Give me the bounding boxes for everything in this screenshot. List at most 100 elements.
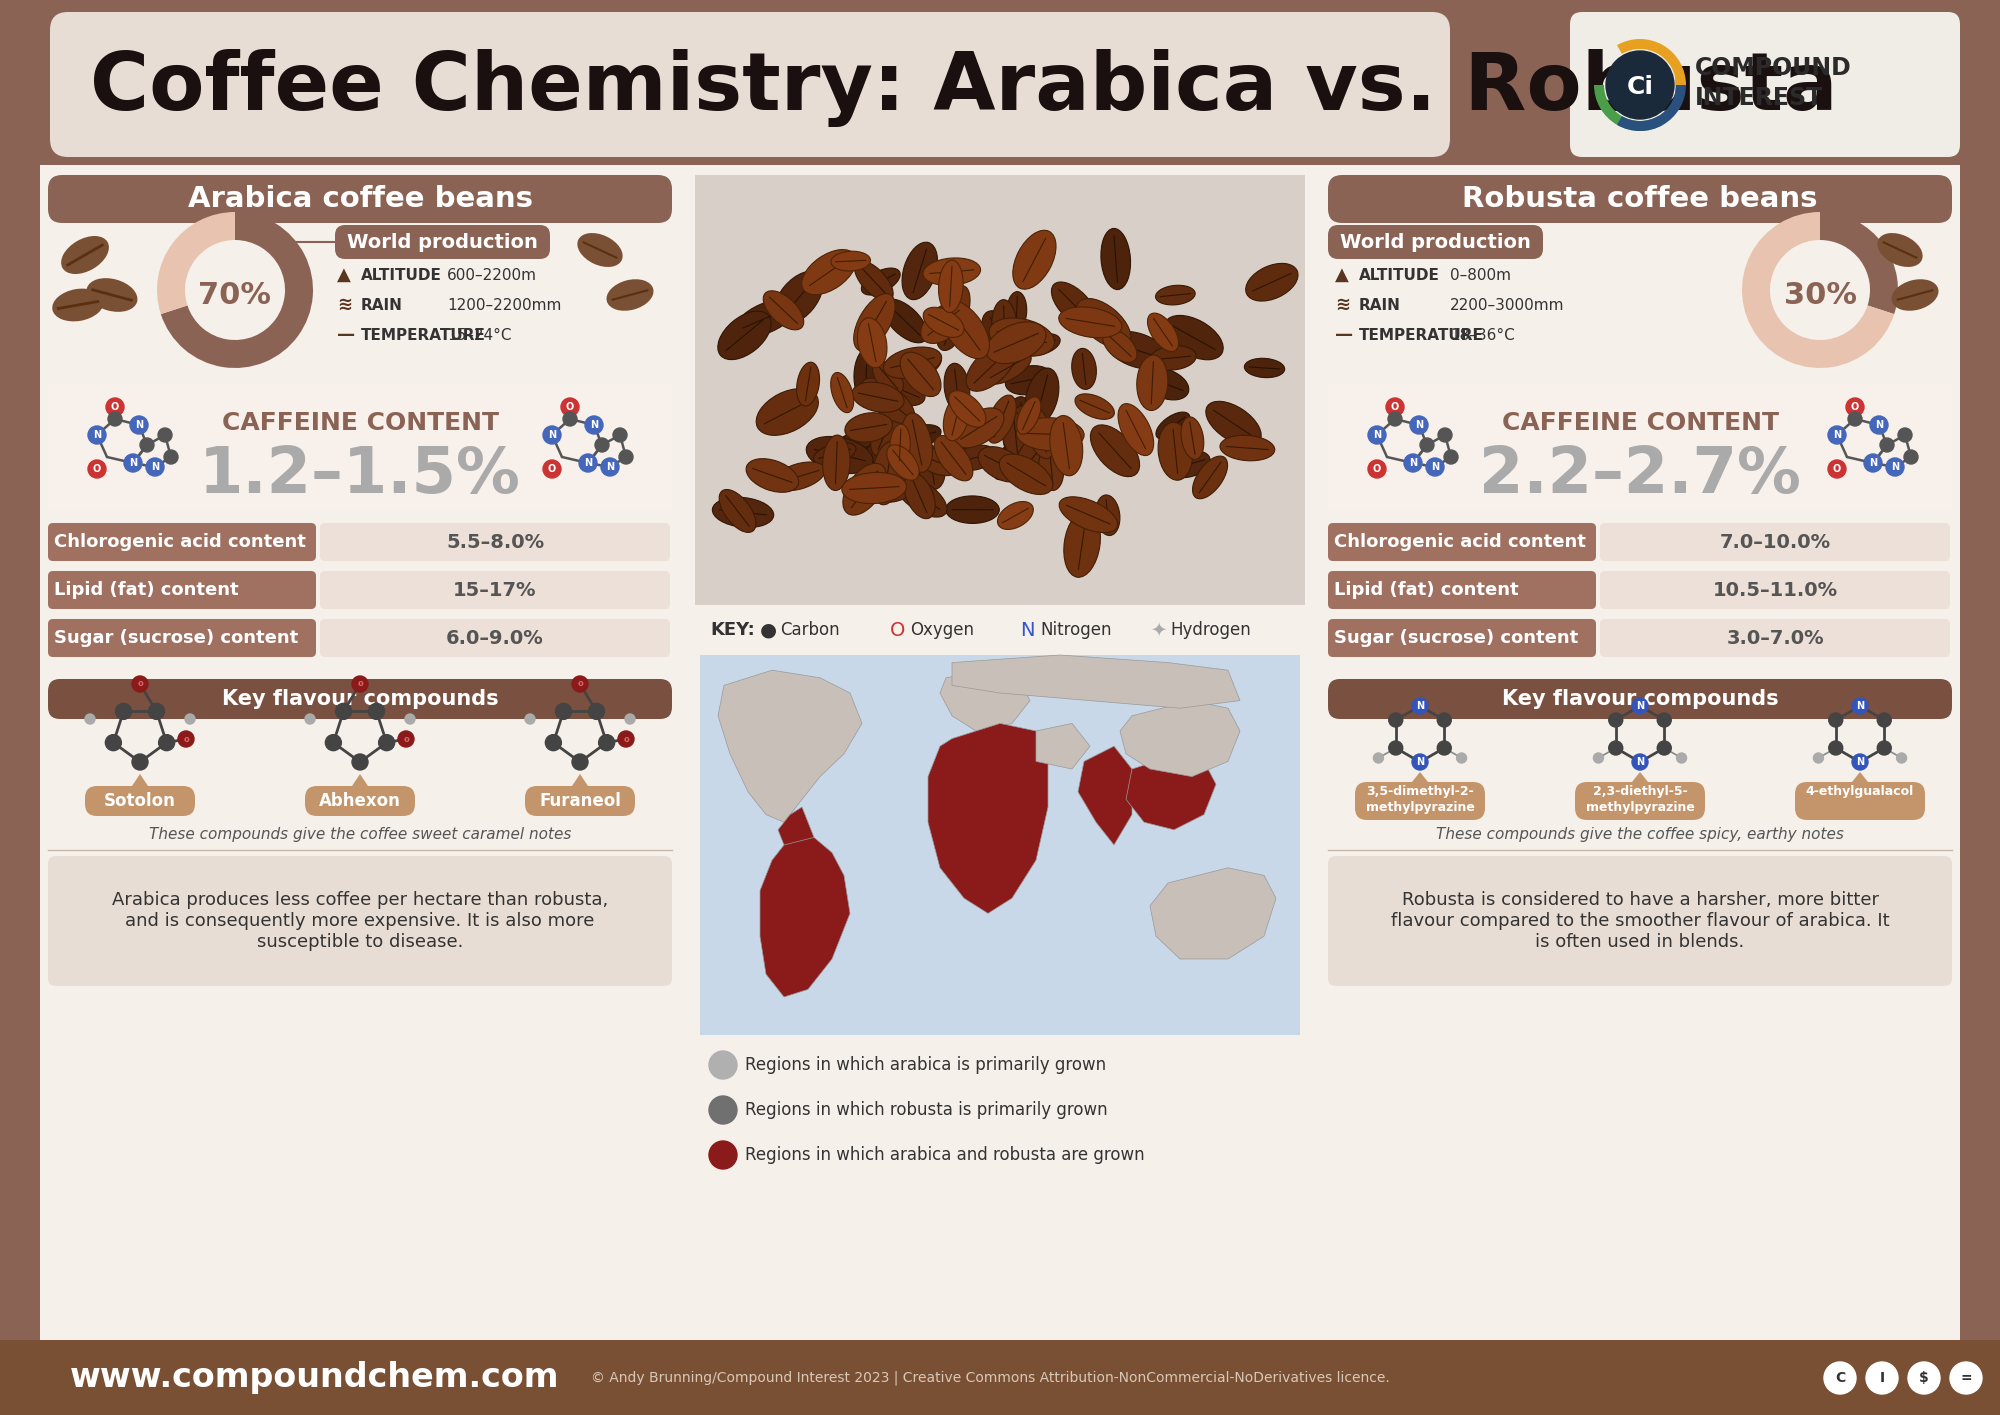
Wedge shape xyxy=(1616,40,1686,85)
Circle shape xyxy=(1404,454,1422,473)
Circle shape xyxy=(620,450,632,464)
Ellipse shape xyxy=(1014,423,1064,477)
Text: N: N xyxy=(1416,757,1424,767)
Ellipse shape xyxy=(774,272,822,325)
Ellipse shape xyxy=(86,279,138,311)
Ellipse shape xyxy=(1136,355,1168,410)
Text: 3.0–7.0%: 3.0–7.0% xyxy=(1726,628,1824,648)
Text: CAFFEINE CONTENT: CAFFEINE CONTENT xyxy=(1502,410,1778,434)
Bar xyxy=(1328,385,1952,509)
Text: Carbon: Carbon xyxy=(780,621,840,640)
Wedge shape xyxy=(1594,85,1664,132)
Circle shape xyxy=(108,412,122,426)
Text: N: N xyxy=(1856,757,1864,767)
FancyBboxPatch shape xyxy=(1600,524,1950,560)
FancyBboxPatch shape xyxy=(1356,782,1484,821)
Text: Lipid (fat) content: Lipid (fat) content xyxy=(1334,582,1518,599)
Ellipse shape xyxy=(966,342,1016,392)
Text: RAIN: RAIN xyxy=(1360,297,1400,313)
Circle shape xyxy=(378,734,394,750)
Ellipse shape xyxy=(880,427,926,453)
Ellipse shape xyxy=(746,458,798,492)
Ellipse shape xyxy=(1192,456,1228,498)
Polygon shape xyxy=(1126,754,1216,829)
Polygon shape xyxy=(778,807,814,853)
FancyBboxPatch shape xyxy=(524,785,636,816)
Bar xyxy=(48,385,672,509)
Text: ALTITUDE: ALTITUDE xyxy=(1360,267,1440,283)
Circle shape xyxy=(1828,426,1846,444)
Ellipse shape xyxy=(1158,422,1192,480)
Ellipse shape xyxy=(1072,348,1096,389)
Text: COMPOUND: COMPOUND xyxy=(1696,57,1852,81)
FancyBboxPatch shape xyxy=(1576,782,1704,821)
Text: N: N xyxy=(150,463,160,473)
Text: 2200–3000mm: 2200–3000mm xyxy=(1450,297,1564,313)
Polygon shape xyxy=(1412,773,1428,782)
Ellipse shape xyxy=(1058,307,1122,338)
Ellipse shape xyxy=(1016,396,1040,434)
Ellipse shape xyxy=(1168,451,1210,478)
Text: N: N xyxy=(1020,621,1034,640)
Ellipse shape xyxy=(1102,330,1136,362)
Circle shape xyxy=(1388,412,1402,426)
FancyBboxPatch shape xyxy=(1570,11,1960,157)
FancyBboxPatch shape xyxy=(48,679,672,719)
Circle shape xyxy=(572,676,588,692)
Circle shape xyxy=(1870,416,1888,434)
Bar xyxy=(0,0,2000,166)
Ellipse shape xyxy=(1004,405,1036,454)
Ellipse shape xyxy=(984,351,1032,385)
Ellipse shape xyxy=(990,318,1054,357)
Text: 7.0–10.0%: 7.0–10.0% xyxy=(1720,532,1830,552)
Circle shape xyxy=(1608,741,1622,756)
FancyBboxPatch shape xyxy=(1328,524,1596,560)
Ellipse shape xyxy=(1052,282,1096,328)
Text: 6.0–9.0%: 6.0–9.0% xyxy=(446,628,544,648)
Circle shape xyxy=(1658,713,1672,727)
Text: N: N xyxy=(590,420,598,430)
Text: 5.5–8.0%: 5.5–8.0% xyxy=(446,532,544,552)
Circle shape xyxy=(368,703,384,719)
Circle shape xyxy=(1866,1363,1898,1394)
FancyBboxPatch shape xyxy=(1328,679,1952,719)
Circle shape xyxy=(708,1140,736,1169)
Circle shape xyxy=(1374,753,1384,763)
Text: N: N xyxy=(134,420,144,430)
Circle shape xyxy=(326,734,342,750)
Ellipse shape xyxy=(896,466,934,494)
Text: O: O xyxy=(1850,402,1860,412)
Circle shape xyxy=(1852,698,1868,715)
Circle shape xyxy=(146,458,164,475)
Circle shape xyxy=(106,734,122,750)
FancyBboxPatch shape xyxy=(1328,572,1596,608)
Circle shape xyxy=(158,734,174,750)
Text: Sotolon: Sotolon xyxy=(104,792,176,809)
Ellipse shape xyxy=(1150,345,1196,371)
Text: N: N xyxy=(1408,458,1418,468)
Ellipse shape xyxy=(944,364,970,413)
Ellipse shape xyxy=(1012,231,1056,289)
Text: 15–17%: 15–17% xyxy=(454,580,536,600)
FancyBboxPatch shape xyxy=(1328,618,1596,657)
Ellipse shape xyxy=(842,463,886,515)
Text: N: N xyxy=(1868,458,1878,468)
Circle shape xyxy=(88,426,106,444)
FancyBboxPatch shape xyxy=(1796,782,1924,821)
Ellipse shape xyxy=(938,260,964,313)
Ellipse shape xyxy=(854,294,896,351)
Circle shape xyxy=(148,703,164,719)
Ellipse shape xyxy=(860,434,900,478)
Ellipse shape xyxy=(1148,313,1178,351)
Circle shape xyxy=(618,732,634,747)
Text: O: O xyxy=(566,402,574,412)
Text: O: O xyxy=(1372,464,1382,474)
Ellipse shape xyxy=(854,348,878,400)
Ellipse shape xyxy=(62,236,108,275)
Circle shape xyxy=(1904,450,1918,464)
Ellipse shape xyxy=(822,434,850,491)
Ellipse shape xyxy=(1000,454,1052,494)
Circle shape xyxy=(1658,741,1672,756)
Circle shape xyxy=(524,715,536,724)
Ellipse shape xyxy=(986,321,1046,364)
